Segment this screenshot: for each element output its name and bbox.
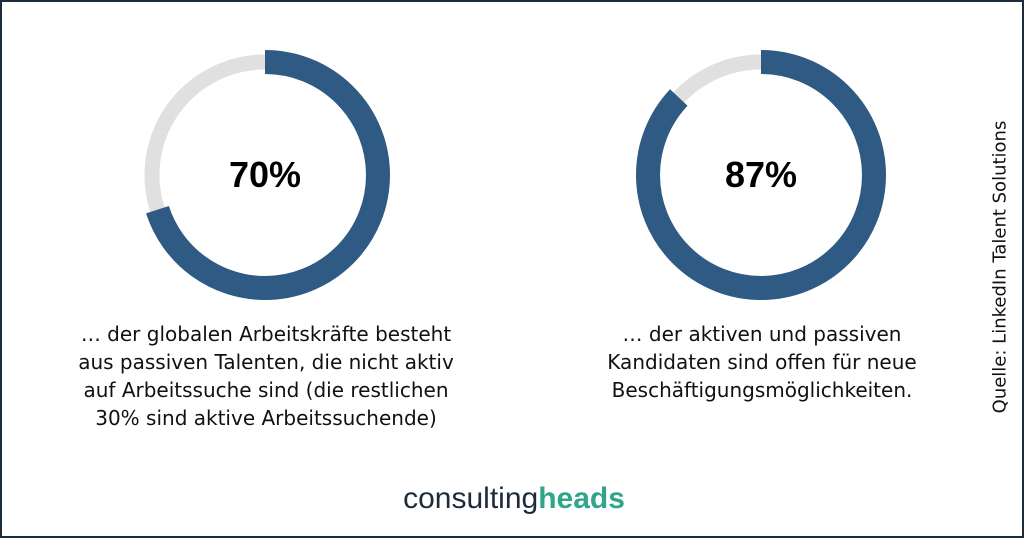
donut-1-value-arc <box>140 50 390 300</box>
consultingheads-logo: consultingheads <box>2 482 1024 516</box>
donut-2-value-arc <box>636 50 886 300</box>
donut-1-caption-line: auf Arbeitssuche sind (die restlichen <box>83 378 449 402</box>
donut-chart-1: 70% <box>140 50 390 300</box>
donut-2-caption-line: Beschäftigungsmöglichkeiten. <box>611 378 913 402</box>
donut-1-caption-line: 30% sind aktive Arbeitssuchende) <box>95 406 437 430</box>
donut-1-caption-line: aus passiven Talenten, die nicht aktiv <box>78 350 454 374</box>
donut-2-caption-line: Kandidaten sind offen für neue <box>607 350 917 374</box>
donut-2-svg <box>636 50 886 300</box>
donut-1-caption: … der globalen Arbeitskräfte besteht aus… <box>60 320 472 432</box>
donut-2-percentage: 87% <box>724 154 798 195</box>
source-note: Quelle: LinkedIn Talent Solutions <box>989 120 1011 414</box>
donut-1-svg <box>140 50 390 300</box>
donut-chart-2: 87% <box>636 50 886 300</box>
logo-text-consulting: consulting <box>403 482 539 515</box>
logo-text-heads: heads <box>538 482 625 515</box>
donut-1-caption-line: … der globalen Arbeitskräfte besteht <box>80 322 452 346</box>
donut-2-caption: … der aktiven und passiven Kandidaten si… <box>576 320 948 404</box>
donut-1-percentage: 70% <box>228 154 302 195</box>
donut-2-caption-line: … der aktiven und passiven <box>622 322 902 346</box>
